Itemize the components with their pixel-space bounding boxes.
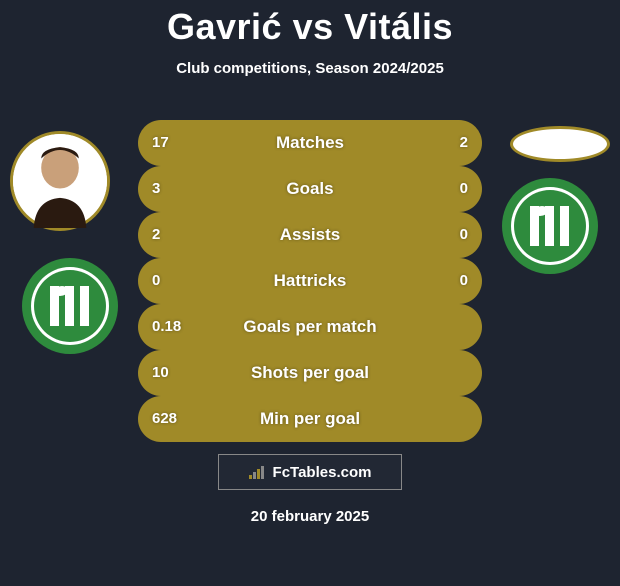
stat-bar: 0.18 Goals per match [138,304,482,350]
stat-row: 3 Goals 0 [138,166,482,212]
stat-row: 0.18 Goals per match [138,304,482,350]
stat-label: Hattricks [138,258,482,304]
stat-value-right: 0 [460,258,468,304]
stat-label: Assists [138,212,482,258]
footer-label: FcTables.com [273,464,372,481]
stat-row: 628 Min per goal [138,396,482,442]
page-title: Gavrić vs Vitális [0,6,620,48]
stat-bar: 3 Goals 0 [138,166,482,212]
stat-value-right: 0 [460,166,468,212]
stat-row: 17 Matches 2 [138,120,482,166]
stat-bar: 10 Shots per goal [138,350,482,396]
stat-label: Matches [138,120,482,166]
stat-row: 2 Assists 0 [138,212,482,258]
club-logo-icon [20,256,120,356]
player-right-avatar [510,126,610,162]
team-left-logo [20,256,120,356]
stat-row: 0 Hattricks 0 [138,258,482,304]
stat-label: Min per goal [138,396,482,442]
stat-bar: 0 Hattricks 0 [138,258,482,304]
bars-icon [249,465,267,479]
date-label: 20 february 2025 [0,508,620,525]
stat-bar: 2 Assists 0 [138,212,482,258]
player-left-avatar [10,131,110,231]
stat-bar: 628 Min per goal [138,396,482,442]
stat-row: 10 Shots per goal [138,350,482,396]
stats-list: 17 Matches 2 3 Goals 0 2 Assists 0 0 Hat… [138,120,482,442]
stat-label: Goals per match [138,304,482,350]
stat-label: Goals [138,166,482,212]
person-silhouette-icon [13,134,107,228]
club-logo-icon [500,176,600,276]
stat-label: Shots per goal [138,350,482,396]
footer-attribution: FcTables.com [218,454,402,490]
subtitle: Club competitions, Season 2024/2025 [0,60,620,77]
stat-value-right: 0 [460,212,468,258]
stat-value-right: 2 [460,120,468,166]
stat-bar: 17 Matches 2 [138,120,482,166]
team-right-logo [500,176,600,276]
